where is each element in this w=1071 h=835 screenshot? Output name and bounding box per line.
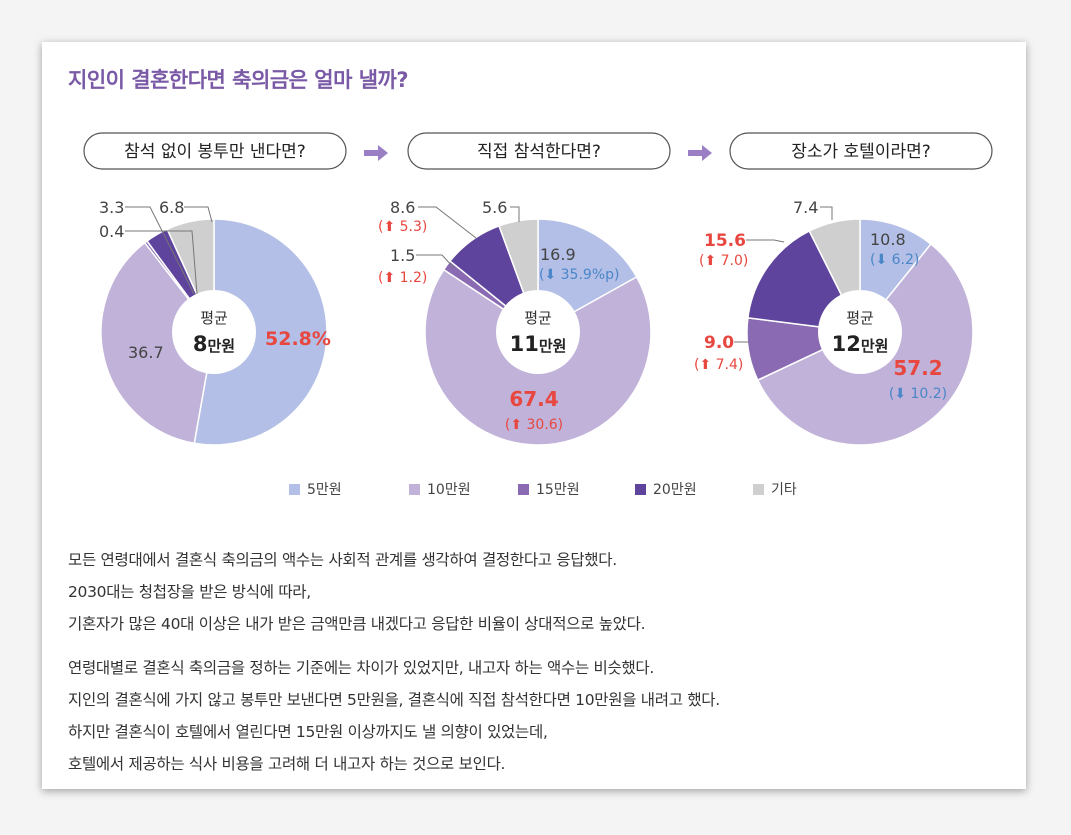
chart-2-center bbox=[496, 290, 580, 374]
chart-2-title-pill bbox=[407, 132, 671, 170]
legend-swatch-5 bbox=[753, 484, 764, 495]
chart-1-title-pill bbox=[83, 132, 347, 170]
chart-2-leader-line-4 bbox=[418, 206, 477, 239]
chart-3-value-label-5: 7.4 bbox=[793, 198, 818, 217]
paragraph-2-line-1: 연령대별로 결혼식 축의금을 정하는 기준에는 차이가 있었지만, 내고자 하는… bbox=[68, 659, 655, 677]
chart-3-change-label-3: (⬆ 7.4) bbox=[694, 357, 743, 373]
chart-3-change-label-1: (⬇ 6.2) bbox=[870, 252, 919, 268]
legend-label-2: 10만원 bbox=[427, 482, 471, 498]
paragraph-2-line-2: 지인의 결혼식에 가지 않고 봉투만 보낸다면 5만원을, 결혼식에 직접 참석… bbox=[68, 691, 720, 709]
chart-2-change-label-4: (⬆ 5.3) bbox=[378, 219, 427, 235]
chart-1-value-label-1: 52.8% bbox=[265, 328, 331, 350]
legend-swatch-2 bbox=[409, 484, 420, 495]
chart-1-center-value: 8만원 bbox=[193, 332, 235, 356]
legend-label-1: 5만원 bbox=[307, 482, 342, 498]
chart-1-slice-1 bbox=[193, 218, 328, 446]
chart-1-leader-line-4 bbox=[125, 206, 195, 295]
legend-swatch-3 bbox=[518, 484, 529, 495]
chart-2-leader-line-5 bbox=[510, 206, 520, 222]
legend-swatch-4 bbox=[635, 484, 646, 495]
chart-2-change-label-2: (⬆ 30.6) bbox=[505, 417, 563, 433]
chart-3-leader-line-5 bbox=[820, 206, 833, 220]
chart-1-center-label: 평균 bbox=[200, 309, 228, 327]
paragraph-2-line-3: 하지만 결혼식이 호텔에서 열린다면 15만원 이상까지도 낼 의향이 있었는데… bbox=[68, 723, 548, 741]
chart-1-value-label-2: 36.7 bbox=[128, 343, 164, 362]
paragraph-2-line-4: 호텔에서 제공하는 식사 비용을 고려해 더 내고자 하는 것으로 보인다. bbox=[68, 755, 506, 773]
chart-3-value-label-4: 15.6 bbox=[704, 231, 746, 251]
chart-3-value-label-1: 10.8 bbox=[870, 230, 906, 249]
chart-3-value-label-3: 9.0 bbox=[704, 333, 734, 353]
chart-2-change-label-1: (⬇ 35.9%p) bbox=[539, 267, 619, 283]
infographic-card: 지인이 결혼한다면 축의금은 얼마 낼까? 참석 없이 봉투만 낸다면? 평균 8만… bbox=[42, 42, 1026, 789]
legend-label-3: 15만원 bbox=[536, 482, 580, 498]
paragraph-1-line-2: 2030대는 청첩장을 받은 방식에 따라, bbox=[68, 583, 311, 601]
chart-3-center-value: 12만원 bbox=[832, 332, 889, 356]
chart-2-value-label-5: 5.6 bbox=[482, 198, 507, 217]
legend-label-4: 20만원 bbox=[653, 482, 697, 498]
chart-1-value-label-3: 0.4 bbox=[99, 222, 124, 241]
chart-3-value-label-2: 57.2 bbox=[893, 356, 942, 380]
chart-2-leader-line-3 bbox=[416, 254, 455, 269]
chart-2-value-label-1: 16.9 bbox=[540, 245, 576, 264]
chart-3-title: 장소가 호텔이라면? bbox=[791, 142, 931, 162]
chart-2-center-label: 평균 bbox=[524, 309, 552, 327]
chart-2-center-value: 11만원 bbox=[510, 332, 567, 356]
chart-3-leader-line-4 bbox=[746, 239, 785, 243]
chart-1-center bbox=[172, 290, 256, 374]
legend-label-5: 기타 bbox=[771, 482, 797, 498]
chart-1-slice-2 bbox=[100, 241, 215, 445]
paragraph-1-line-3: 기혼자가 많은 40대 이상은 내가 받은 금액만큼 내겠다고 응답한 비율이 … bbox=[68, 615, 646, 633]
chart-3-change-label-4: (⬆ 7.0) bbox=[699, 253, 748, 269]
chart-2-value-label-3: 1.5 bbox=[390, 246, 415, 265]
chart-1-value-label-4: 3.3 bbox=[99, 198, 124, 217]
chart-2-next-arrow-icon bbox=[688, 145, 712, 161]
chart-1-leader-line-3 bbox=[125, 230, 198, 295]
chart-2-title: 직접 참석한다면? bbox=[477, 142, 601, 162]
chart-3-title-pill bbox=[729, 132, 993, 170]
chart-3-change-label-2: (⬇ 10.2) bbox=[889, 386, 947, 402]
chart-1-value-label-5: 6.8 bbox=[159, 198, 184, 217]
chart-2-change-label-3: (⬆ 1.2) bbox=[378, 270, 427, 286]
chart-1-title: 참석 없이 봉투만 낸다면? bbox=[124, 142, 306, 162]
page-title: 지인이 결혼한다면 축의금은 얼마 낼까? bbox=[68, 68, 409, 92]
chart-1-leader-line-5 bbox=[184, 206, 213, 223]
chart-2-value-label-2: 67.4 bbox=[509, 387, 558, 411]
pie-charts: 참석 없이 봉투만 낸다면? 평균 8만원 52.8% 36.7 0.4 3.3 6.8 직접 … bbox=[83, 132, 993, 498]
chart-2-value-label-4: 8.6 bbox=[390, 198, 415, 217]
paragraph-1-line-1: 모든 연령대에서 결혼식 축의금의 액수는 사회적 관계를 생각하여 결정한다고… bbox=[68, 551, 617, 569]
chart-1-next-arrow-icon bbox=[364, 145, 388, 161]
chart-3-center-label: 평균 bbox=[846, 309, 874, 327]
legend-swatch-1 bbox=[289, 484, 300, 495]
chart-3-center bbox=[818, 290, 902, 374]
